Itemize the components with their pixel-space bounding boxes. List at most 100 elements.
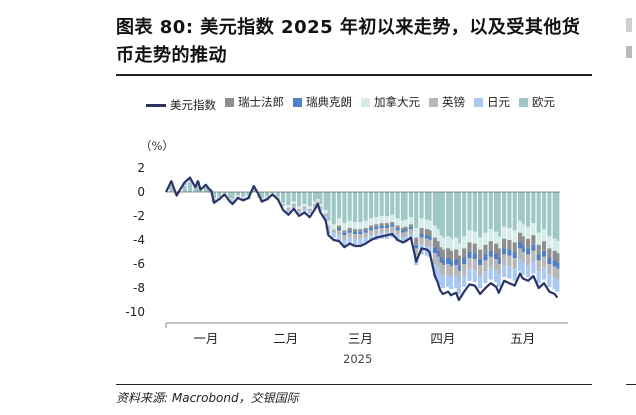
bar-segment <box>337 228 341 230</box>
bar-segment <box>342 230 346 232</box>
bar-segment <box>449 277 453 289</box>
bar-segment <box>348 233 352 238</box>
bar-segment <box>292 192 296 202</box>
x-tick-label: 四月 <box>430 331 455 346</box>
bar-segment <box>462 275 466 287</box>
bar-segment <box>489 268 493 280</box>
bottom-rule <box>116 384 592 385</box>
bar-segment <box>478 238 482 250</box>
bar-segment <box>537 192 541 233</box>
bar-segment <box>390 222 394 224</box>
bar-segment <box>353 239 357 245</box>
bar-segment <box>483 254 487 260</box>
bar-segment <box>483 233 487 245</box>
bar-segment <box>489 257 493 268</box>
bar-segment <box>419 228 423 234</box>
bar-segment <box>507 250 511 256</box>
y-tick-label: -4 <box>133 233 145 247</box>
bar-segment <box>308 192 312 206</box>
bar-segment <box>513 230 517 242</box>
adjacent-page-fragment-2 <box>626 46 632 58</box>
bar-segment <box>374 192 378 217</box>
bar-segment <box>478 192 482 238</box>
bar-segment <box>409 229 413 234</box>
bar-segment <box>467 258 471 269</box>
bar-segment <box>507 266 511 278</box>
bar-segment <box>462 264 466 275</box>
bar-segment <box>542 257 546 268</box>
bar-segment <box>555 192 559 241</box>
bar-segment <box>342 233 346 235</box>
bar-segment <box>390 215 394 222</box>
bar-segment <box>483 245 487 255</box>
bar-segment <box>241 192 245 197</box>
bar-segment <box>308 209 312 211</box>
bar-segment <box>380 226 384 228</box>
bar-segment <box>473 259 477 270</box>
bar-segment <box>526 265 530 277</box>
bar-segment <box>542 268 546 280</box>
bar-segment <box>358 232 362 234</box>
bar-segment <box>332 224 336 229</box>
bar-segment <box>467 252 471 258</box>
bar-segment <box>369 192 373 218</box>
bar-segment <box>380 192 384 216</box>
bar-segment <box>502 227 506 239</box>
bar-segment <box>342 192 346 223</box>
bar-segment <box>297 206 301 208</box>
bar-segment <box>419 234 423 238</box>
bar-segment <box>281 192 285 203</box>
bar-segment <box>385 226 389 228</box>
bar-segment <box>497 275 501 287</box>
bar-segment <box>316 199 320 201</box>
bar-segment <box>409 227 413 229</box>
bar-segment <box>526 248 530 254</box>
bar-segment <box>502 239 506 249</box>
bar-segment <box>478 265 482 276</box>
bar-segment <box>404 220 408 227</box>
bar-segment <box>537 271 541 283</box>
bar-segment <box>483 271 487 283</box>
bar-segment <box>302 204 306 206</box>
bar-segment <box>364 230 368 232</box>
bar-segment <box>380 216 384 223</box>
bar-segment <box>502 254 506 265</box>
bar-segment <box>364 228 368 230</box>
bar-segment <box>531 192 535 223</box>
bar-segment <box>489 229 493 241</box>
bar-segment <box>286 208 290 210</box>
bar-segment <box>324 214 328 216</box>
bar-segment <box>358 239 362 245</box>
x-tick-label: 一月 <box>193 331 218 346</box>
bar-segment <box>292 204 296 206</box>
bar-segment <box>385 192 389 216</box>
bar-segment <box>467 230 471 242</box>
bar-segment <box>478 259 482 265</box>
bar-segment <box>353 232 357 234</box>
y-unit-label: （%） <box>140 139 174 153</box>
bar-segment <box>419 238 423 245</box>
bar-segment <box>419 192 423 218</box>
bar-segment <box>414 245 418 249</box>
bar-segment <box>385 216 389 223</box>
bar-segment <box>302 206 306 208</box>
y-tick-label: 2 <box>137 161 145 175</box>
x-tick-label: 三月 <box>348 331 373 346</box>
bar-segment <box>513 242 517 252</box>
bar-segment <box>454 259 458 265</box>
bar-segment <box>526 239 530 249</box>
bar-segment <box>292 202 296 204</box>
bar-segment <box>467 192 471 230</box>
bar-segment <box>489 251 493 257</box>
bar-segment <box>404 232 408 237</box>
bar-segment <box>483 192 487 233</box>
bar-segment <box>374 227 378 229</box>
bar-segment <box>369 228 373 230</box>
bar-segment <box>409 217 413 224</box>
bar-segment <box>521 263 525 275</box>
bar-segment <box>390 192 394 215</box>
bar-segment <box>507 256 511 267</box>
bar-segment <box>217 192 221 197</box>
bar-segment <box>353 234 357 239</box>
bar-segment <box>297 209 301 211</box>
